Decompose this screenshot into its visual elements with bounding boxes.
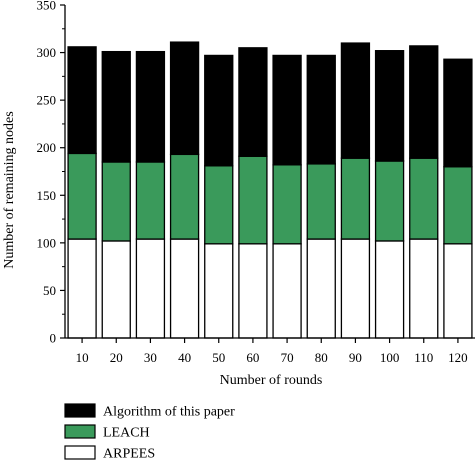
bar-segment-leach-90 [340,157,371,240]
x-tick-label-10: 10 [76,350,89,365]
x-tick-label-50: 50 [212,350,225,365]
y-axis-title: Number of remaining nodes [2,111,17,268]
y-tick-label-150: 150 [37,188,57,203]
y-tick-label-50: 50 [43,283,56,298]
x-tick-label-90: 90 [349,350,362,365]
bar-segment-arpees-110 [409,238,439,339]
bar-segment-algorithm-of-this-paper-90 [340,42,371,159]
y-tick-label-0: 0 [50,331,57,346]
bar-segment-leach-10 [67,152,97,240]
bar-segment-leach-110 [409,157,439,240]
x-tick-labels: 10 20 30 40 50 60 70 80 90 100 110 120 [76,350,468,365]
bar-segment-leach-80 [306,163,336,240]
bar-segment-arpees-120 [443,243,473,339]
x-tick-label-30: 30 [144,350,157,365]
bar-segment-leach-30 [135,161,166,240]
y-tick-label-250: 250 [37,93,57,108]
bar-segment-leach-40 [169,153,200,240]
bar-segment-algorithm-of-this-paper-40 [169,41,200,156]
legend-label-algorithm-of-this-paper: Algorithm of this paper [103,405,235,420]
bar-segment-leach-100 [374,160,405,242]
bar-segment-arpees-60 [238,243,268,339]
x-tick-label-100: 100 [380,350,400,365]
bar-segment-leach-120 [443,166,473,245]
bar-segment-arpees-10 [67,238,97,339]
legend-swatch-leach [64,424,96,439]
bar-segment-leach-50 [204,165,234,245]
x-tick-label-80: 80 [315,350,328,365]
x-tick-label-120: 120 [448,350,468,365]
x-axis-title: Number of rounds [220,373,323,388]
y-tick-labels: 0 50 100 150 200 250 300 350 [37,0,57,346]
bar-segment-algorithm-of-this-paper-20 [101,50,131,163]
x-tick-label-40: 40 [178,350,191,365]
x-tick-label-70: 70 [281,350,294,365]
legend-swatch-arpees [64,445,96,460]
bar-segment-algorithm-of-this-paper-60 [238,47,268,157]
legend: Algorithm of this paper LEACH ARPEES [64,403,235,461]
bar-segment-algorithm-of-this-paper-10 [67,46,97,155]
bar-segment-leach-70 [272,164,302,245]
axes-layer [60,4,475,343]
bar-segment-arpees-40 [169,238,200,339]
y-tick-label-300: 300 [37,45,57,60]
bar-segment-arpees-100 [374,240,405,339]
bar-segment-algorithm-of-this-paper-30 [135,50,166,163]
bar-segment-leach-60 [238,155,268,245]
bar-segment-algorithm-of-this-paper-80 [306,54,336,165]
bar-segment-arpees-50 [204,243,234,339]
bar-segment-algorithm-of-this-paper-100 [374,50,405,162]
x-tick-label-110: 110 [414,350,433,365]
bar-segment-algorithm-of-this-paper-110 [409,45,439,159]
bar-segment-arpees-20 [101,240,131,339]
legend-label-arpees: ARPEES [103,447,155,461]
bar-segment-arpees-90 [340,238,371,339]
x-tick-label-60: 60 [246,350,259,365]
legend-swatch-algorithm-of-this-paper [64,403,96,418]
legend-label-leach: LEACH [103,426,150,441]
x-tick-label-20: 20 [110,350,123,365]
bars-layer [67,41,473,339]
bar-segment-arpees-70 [272,243,302,339]
bar-segment-algorithm-of-this-paper-120 [443,58,473,168]
bar-segment-leach-20 [101,161,131,242]
bar-segment-arpees-80 [306,238,336,339]
y-tick-label-200: 200 [37,140,57,155]
y-tick-label-100: 100 [37,235,57,250]
bar-segment-algorithm-of-this-paper-70 [272,54,302,166]
bar-segment-algorithm-of-this-paper-50 [204,54,234,167]
bar-segment-arpees-30 [135,238,166,339]
y-tick-label-350: 350 [37,0,57,13]
